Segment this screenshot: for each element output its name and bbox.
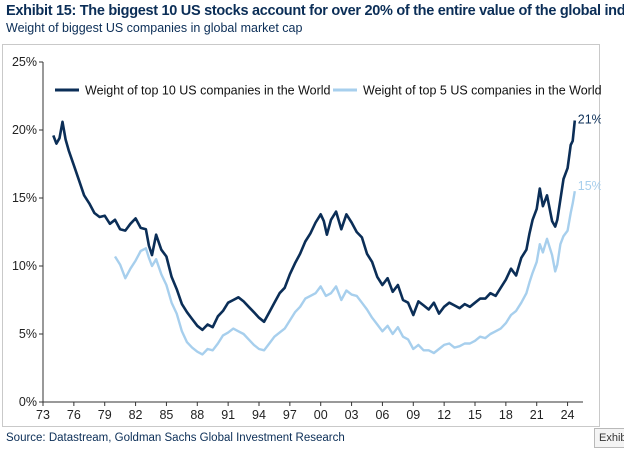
- end-label-top5: 15%: [578, 179, 601, 193]
- x-tick-label: 12: [437, 408, 451, 422]
- x-tick-label: 73: [36, 408, 50, 422]
- y-tick-label: 15%: [12, 191, 37, 205]
- axes: 0% 5% 10% 15% 20% 25% 73 76 79 82 85 88 91 94 97 00 03 06…: [12, 55, 583, 422]
- x-tick-label: 24: [561, 408, 575, 422]
- x-tick-label: 03: [345, 408, 359, 422]
- source-note: Source: Datastream, Goldman Sachs Global…: [6, 432, 345, 444]
- end-labels: 21% 15%: [578, 112, 601, 193]
- x-tick-label: 91: [221, 408, 235, 422]
- x-tick-label: 09: [406, 408, 420, 422]
- series-line-top5: [113, 190, 576, 356]
- y-tick-label: 0%: [19, 395, 37, 409]
- legend-label: Weight of top 10 US companies in the Wor…: [85, 84, 331, 98]
- line-chart: 0% 5% 10% 15% 20% 25% 73 76 79 82 85 88 91 94 97 00 03 06…: [12, 55, 601, 422]
- x-tick-label: 15: [468, 408, 482, 422]
- series-lines: [52, 120, 577, 356]
- chart-subtitle: Weight of biggest US companies in global…: [6, 21, 303, 35]
- series-line-top10: [52, 120, 577, 332]
- legend-label: Weight of top 5 US companies in the Worl…: [363, 84, 601, 98]
- cropped-tab: Exhib: [594, 428, 624, 448]
- y-tick-label: 20%: [12, 123, 37, 137]
- x-tick-label: 79: [98, 408, 112, 422]
- legend: Weight of top 10 US companies in the Wor…: [55, 84, 601, 98]
- chart-title: Exhibit 15: The biggest 10 US stocks acc…: [6, 3, 624, 19]
- x-tick-label: 82: [129, 408, 143, 422]
- end-label-top10: 21%: [578, 112, 601, 126]
- x-tick-label: 94: [252, 408, 266, 422]
- x-tick-label: 18: [499, 408, 513, 422]
- y-tick-label: 10%: [12, 259, 37, 273]
- x-tick-label: 00: [314, 408, 328, 422]
- x-tick-label: 21: [530, 408, 544, 422]
- x-tick-label: 88: [190, 408, 204, 422]
- chart-frame: 0% 5% 10% 15% 20% 25% 73 76 79 82 85 88 91 94 97 00 03 06…: [2, 44, 601, 427]
- y-tick-label: 25%: [12, 55, 37, 69]
- y-tick-label: 5%: [19, 327, 37, 341]
- x-tick-label: 06: [375, 408, 389, 422]
- x-tick-label: 85: [159, 408, 173, 422]
- x-tick-label: 97: [283, 408, 297, 422]
- x-tick-label: 76: [67, 408, 81, 422]
